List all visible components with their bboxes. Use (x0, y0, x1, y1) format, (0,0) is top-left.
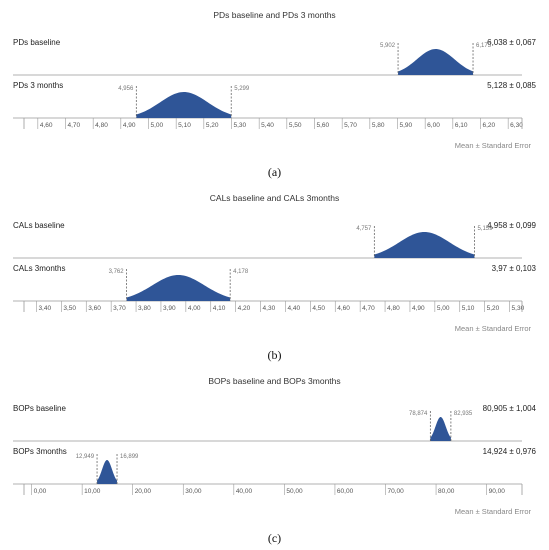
lower-bound-label: 4,757 (356, 226, 372, 232)
x-tick-label: 5,50 (289, 122, 302, 129)
x-tick-label: 50,00 (286, 488, 303, 495)
x-tick-label: 40,00 (236, 488, 253, 495)
series-stat: 14,924 ± 0,976 (483, 447, 537, 456)
upper-bound-label: 6,173 (476, 43, 492, 49)
x-tick-label: 5,10 (178, 122, 191, 129)
lower-bound-label: 12,949 (76, 454, 95, 460)
x-tick-label: 30,00 (185, 488, 202, 495)
x-tick-label: 4,70 (362, 305, 375, 312)
x-tick-label: 5,30 (512, 305, 525, 312)
lower-bound-label: 4,956 (118, 86, 134, 92)
lower-bound-label: 78,874 (409, 411, 428, 417)
upper-bound-label: 4,178 (233, 269, 249, 275)
x-tick-label: 5,30 (234, 122, 247, 129)
x-tick-label: 3,90 (163, 305, 176, 312)
chart-note: Mean ± Standard Error (455, 507, 532, 516)
x-tick-label: 5,40 (261, 122, 274, 129)
panel-caption: (c) (268, 531, 281, 545)
x-tick-label: 60,00 (337, 488, 354, 495)
series-label: BOPs baseline (13, 404, 66, 413)
series-stat: 80,905 ± 1,004 (483, 404, 537, 413)
x-tick-label: 3,40 (38, 305, 51, 312)
x-tick-label: 6,30 (510, 122, 523, 129)
upper-bound-label: 5,159 (477, 226, 493, 232)
x-tick-label: 4,70 (68, 122, 81, 129)
chart-panel-2: CALs baseline and CALs 3months CALs basel… (13, 193, 537, 362)
x-tick-label: 70,00 (387, 488, 404, 495)
chart-title: PDs baseline and PDs 3 months (213, 10, 335, 20)
x-tick-label: 90,00 (489, 488, 506, 495)
x-tick-label: 3,70 (113, 305, 126, 312)
x-tick-label: 5,00 (151, 122, 164, 129)
series-label: BOPs 3months (13, 447, 67, 456)
series-label: PDs baseline (13, 38, 61, 47)
upper-bound-label: 16,899 (120, 454, 139, 460)
x-tick-label: 5,10 (462, 305, 475, 312)
x-tick-label: 5,00 (437, 305, 450, 312)
chart-title: CALs baseline and CALs 3months (210, 193, 339, 203)
chart-note: Mean ± Standard Error (455, 324, 532, 333)
x-tick-label: 4,20 (238, 305, 251, 312)
series-stat: 4,958 ± 0,099 (487, 221, 536, 230)
distribution-curve (430, 417, 451, 441)
x-tick-label: 4,10 (213, 305, 226, 312)
distribution-curve (136, 92, 232, 118)
x-tick-label: 5,80 (372, 122, 385, 129)
series-label: CALs 3months (13, 264, 65, 273)
chart-title: BOPs baseline and BOPs 3months (208, 376, 340, 386)
x-tick-label: 20,00 (135, 488, 152, 495)
chart-panel-3: BOPs baseline and BOPs 3months BOPs basel… (13, 376, 537, 545)
x-tick-label: 4,80 (387, 305, 400, 312)
x-tick-label: 4,40 (287, 305, 300, 312)
series-stat: 5,128 ± 0,085 (487, 81, 536, 90)
x-tick-label: 3,50 (63, 305, 76, 312)
x-tick-label: 3,80 (138, 305, 151, 312)
x-tick-label: 6,10 (455, 122, 468, 129)
x-tick-label: 4,90 (123, 122, 136, 129)
panel-caption: (a) (268, 165, 281, 179)
x-tick-label: 4,60 (337, 305, 350, 312)
x-tick-label: 4,60 (40, 122, 53, 129)
series-label: CALs baseline (13, 221, 65, 230)
lower-bound-label: 5,902 (380, 43, 396, 49)
x-tick-label: 5,60 (317, 122, 330, 129)
x-tick-label: 10,00 (84, 488, 101, 495)
x-tick-label: 4,50 (312, 305, 325, 312)
series-stat: 3,97 ± 0,103 (492, 264, 537, 273)
series-stat: 6,038 ± 0,067 (487, 38, 536, 47)
series-label: PDs 3 months (13, 81, 63, 90)
x-tick-label: 0,00 (34, 488, 47, 495)
x-tick-label: 4,90 (412, 305, 425, 312)
x-tick-label: 6,00 (427, 122, 440, 129)
x-tick-label: 4,80 (95, 122, 108, 129)
upper-bound-label: 82,935 (454, 411, 473, 417)
x-tick-label: 3,60 (88, 305, 101, 312)
distribution-curve (97, 460, 118, 484)
x-tick-label: 6,20 (483, 122, 496, 129)
distribution-curve (398, 49, 474, 75)
x-tick-label: 5,20 (487, 305, 500, 312)
distribution-curve (126, 275, 231, 301)
x-tick-label: 4,00 (188, 305, 201, 312)
chart-note: Mean ± Standard Error (455, 141, 532, 150)
x-tick-label: 4,30 (263, 305, 276, 312)
x-tick-label: 5,70 (344, 122, 357, 129)
x-tick-label: 5,20 (206, 122, 219, 129)
lower-bound-label: 3,762 (109, 269, 125, 275)
x-tick-label: 5,90 (400, 122, 413, 129)
panel-caption: (b) (268, 348, 282, 362)
chart-panel-1: PDs baseline and PDs 3 months PDs baselin… (13, 10, 537, 179)
upper-bound-label: 5,299 (234, 86, 250, 92)
x-tick-label: 80,00 (438, 488, 455, 495)
distribution-curve (374, 232, 475, 258)
